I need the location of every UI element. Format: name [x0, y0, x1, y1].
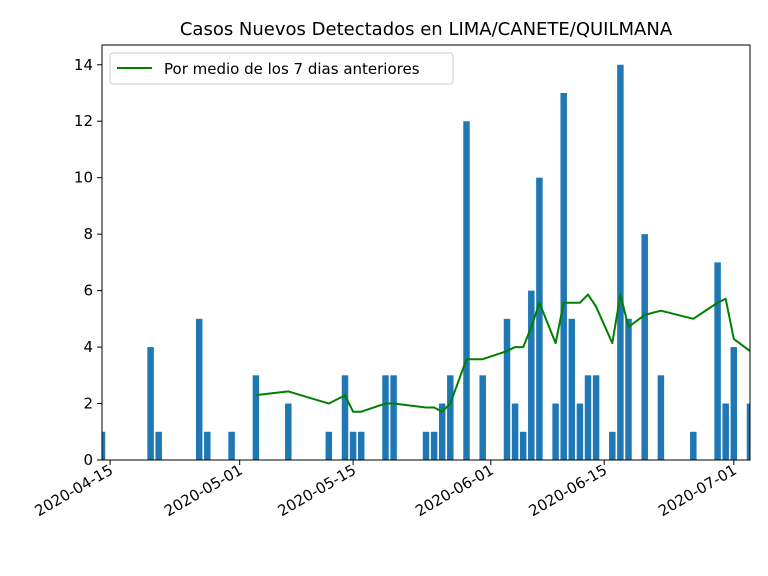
bar	[528, 290, 535, 460]
bar	[252, 375, 260, 460]
y-tick-label: 14	[74, 56, 93, 74]
y-axis: 0 2 4 6 8 10 12 14	[74, 56, 102, 469]
bar	[102, 431, 106, 460]
legend: Por medio de los 7 dias anteriores	[109, 52, 454, 85]
bar	[690, 431, 697, 460]
bar	[382, 375, 389, 460]
bar	[228, 431, 235, 460]
x-tick-label: 2020-06-15	[526, 461, 611, 520]
bar	[285, 403, 292, 460]
plot-frame	[101, 44, 751, 461]
x-tick-label: 2020-06-01	[412, 461, 497, 520]
y-tick-label: 6	[83, 282, 93, 300]
y-tick-label: 10	[74, 169, 93, 187]
bar	[204, 431, 211, 460]
x-tick-label: 2020-07-01	[655, 461, 740, 520]
bar	[341, 375, 349, 460]
y-tick-label: 4	[83, 338, 93, 356]
bar	[641, 234, 648, 460]
y-tick-label: 2	[83, 395, 93, 413]
bar	[609, 431, 616, 460]
bar	[147, 347, 154, 460]
bar	[463, 121, 470, 460]
x-tick-label: 2020-04-15	[32, 461, 117, 520]
bar	[511, 403, 519, 460]
bar	[430, 431, 438, 460]
series-line	[255, 293, 751, 413]
x-tick-label: 2020-05-15	[275, 461, 360, 520]
bar	[568, 318, 576, 460]
bar	[519, 431, 527, 460]
lines-group	[255, 293, 751, 413]
bar	[503, 318, 511, 460]
bar	[746, 403, 750, 460]
bar	[349, 431, 357, 460]
x-axis: 2020-04-15 2020-05-01 2020-05-15 2020-06-01…	[32, 460, 740, 520]
bar	[584, 375, 592, 460]
y-tick-label: 12	[74, 112, 93, 130]
bar	[560, 92, 567, 461]
legend-label: Por medio de los 7 dias anteriores	[164, 60, 420, 78]
bar	[536, 177, 543, 460]
bar	[447, 375, 454, 460]
bar	[730, 347, 738, 460]
y-tick-label: 0	[83, 451, 93, 469]
bar	[552, 403, 559, 460]
bars-group	[102, 64, 750, 461]
bar	[592, 375, 600, 460]
bar	[576, 403, 584, 460]
bar	[479, 375, 486, 460]
bar	[714, 262, 721, 460]
bar	[422, 431, 430, 460]
chart-title: Casos Nuevos Detectados en LIMA/CANETE/Q…	[180, 19, 673, 40]
bar	[195, 318, 203, 460]
bar	[722, 403, 729, 460]
bar	[657, 375, 665, 460]
bar	[155, 431, 162, 460]
x-tick-label: 2020-05-01	[161, 461, 246, 520]
y-tick-label: 8	[83, 225, 93, 243]
bar	[325, 431, 333, 460]
bar	[438, 403, 446, 460]
bar	[357, 431, 365, 460]
legend-box	[109, 52, 454, 85]
bar	[617, 64, 624, 460]
bar	[390, 375, 397, 460]
bar	[625, 318, 632, 460]
